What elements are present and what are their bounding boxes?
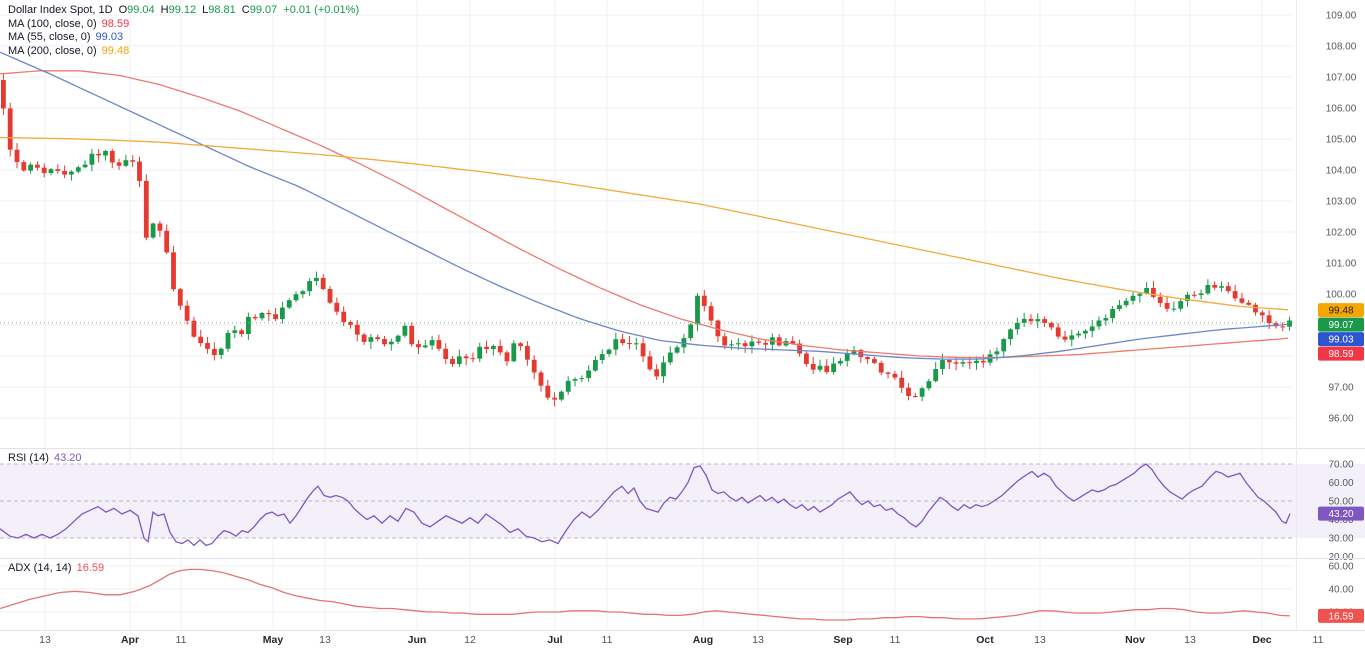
- svg-text:96.00: 96.00: [1328, 414, 1353, 425]
- time-axis-label: 13: [319, 634, 331, 646]
- price-axis-separator: [1296, 0, 1297, 630]
- time-axis-label: 13: [1034, 634, 1046, 646]
- low-label: L: [202, 4, 209, 16]
- legend-ma-100-row[interactable]: MA (100, close, 0) 98.59: [8, 18, 359, 32]
- ma-100-value: 98.59: [101, 17, 130, 30]
- high-value: 99.12: [168, 4, 197, 16]
- time-axis-label: Apr: [120, 634, 140, 646]
- time-axis-label: Nov: [1125, 634, 1145, 646]
- candlestick-chart[interactable]: 109.00 108.00 107.00 106.00 105.00 104.00 103.…: [0, 0, 1365, 448]
- svg-text:102.00: 102.00: [1326, 228, 1357, 239]
- time-axis-label: 13: [39, 634, 51, 646]
- svg-text:50.00: 50.00: [1328, 497, 1353, 508]
- price-pane[interactable]: 109.00 108.00 107.00 106.00 105.00 104.00 103.…: [0, 0, 1365, 448]
- svg-text:100.00: 100.00: [1326, 290, 1357, 301]
- svg-text:40.00: 40.00: [1328, 585, 1353, 596]
- time-axis-label: Jul: [547, 634, 563, 646]
- time-axis-label: May: [262, 634, 284, 646]
- time-axis-label: Dec: [1252, 634, 1272, 646]
- rsi-value: 43.20: [53, 452, 82, 464]
- main-legend: Dollar Index Spot, 1D O99.04 H99.12 L98.81 C…: [8, 4, 359, 58]
- svg-text:20.00: 20.00: [1328, 552, 1353, 563]
- svg-text:109.00: 109.00: [1326, 11, 1357, 22]
- time-axis-label: 12: [464, 634, 476, 646]
- svg-text:70.00: 70.00: [1328, 460, 1353, 471]
- ma-100-label: MA (100, close, 0): [8, 17, 97, 30]
- low-value: 98.81: [208, 4, 236, 16]
- time-axis[interactable]: 13 Apr 11 May 13 Jun 12 Jul 11 Aug 13 Sep 11 Oct 13 Nov…: [0, 630, 1365, 648]
- high-label: H: [160, 4, 169, 16]
- adx-label: ADX (14, 14): [8, 562, 72, 574]
- time-axis-label: 11: [175, 634, 187, 646]
- svg-text:101.00: 101.00: [1326, 259, 1357, 270]
- ma-55-label: MA (55, close, 0): [8, 31, 91, 43]
- svg-text:60.00: 60.00: [1328, 562, 1353, 573]
- svg-text:30.00: 30.00: [1328, 534, 1353, 545]
- price-axis[interactable]: [1296, 0, 1365, 630]
- time-axis-label: 11: [1312, 634, 1324, 646]
- close-label: C: [241, 4, 250, 16]
- open-value: 99.04: [127, 4, 155, 16]
- svg-text:99.03: 99.03: [1328, 335, 1353, 346]
- svg-text:99.48: 99.48: [1328, 306, 1353, 317]
- time-axis-label: 13: [752, 634, 764, 646]
- time-axis-label: Oct: [976, 634, 994, 646]
- svg-text:105.00: 105.00: [1326, 135, 1357, 146]
- time-axis-label: 13: [1184, 634, 1196, 646]
- legend-ma-200-row[interactable]: MA (200, close, 0) 99.48: [8, 45, 359, 59]
- rsi-legend[interactable]: RSI (14) 43.20: [8, 452, 82, 464]
- svg-text:99.07: 99.07: [1328, 320, 1353, 331]
- ma-200-label: MA (200, close, 0): [8, 44, 97, 57]
- svg-text:97.00: 97.00: [1328, 383, 1353, 394]
- open-label: O: [118, 4, 128, 16]
- symbol-title[interactable]: Dollar Index Spot, 1D: [8, 4, 113, 16]
- svg-text:103.00: 103.00: [1326, 197, 1357, 208]
- svg-text:106.00: 106.00: [1326, 104, 1357, 115]
- svg-text:98.59: 98.59: [1328, 349, 1353, 360]
- svg-text:107.00: 107.00: [1326, 73, 1357, 84]
- adx-value: 16.59: [76, 562, 105, 574]
- time-axis-label: Sep: [833, 634, 853, 646]
- time-axis-label: Jun: [407, 634, 427, 646]
- rsi-label: RSI (14): [8, 452, 49, 464]
- time-axis-label: 11: [601, 634, 613, 646]
- symbol-ohlc-row[interactable]: Dollar Index Spot, 1D O99.04 H99.12 L98.81 C…: [8, 4, 359, 18]
- time-axis-label: 11: [889, 634, 901, 646]
- adx-legend[interactable]: ADX (14, 14) 16.59: [8, 562, 104, 574]
- close-value: 99.07: [249, 4, 278, 16]
- change-value: +0.01 (+0.01%): [283, 4, 360, 16]
- time-axis-label: Aug: [692, 634, 714, 646]
- svg-text:43.20: 43.20: [1328, 509, 1353, 520]
- ma-55-value: 99.03: [95, 31, 124, 43]
- svg-text:104.00: 104.00: [1326, 166, 1357, 177]
- svg-text:108.00: 108.00: [1326, 42, 1357, 53]
- legend-ma-55-row[interactable]: MA (55, close, 0) 99.03: [8, 31, 359, 45]
- ma-200-value: 99.48: [101, 44, 130, 57]
- svg-text:16.59: 16.59: [1328, 611, 1353, 622]
- svg-text:60.00: 60.00: [1328, 478, 1353, 489]
